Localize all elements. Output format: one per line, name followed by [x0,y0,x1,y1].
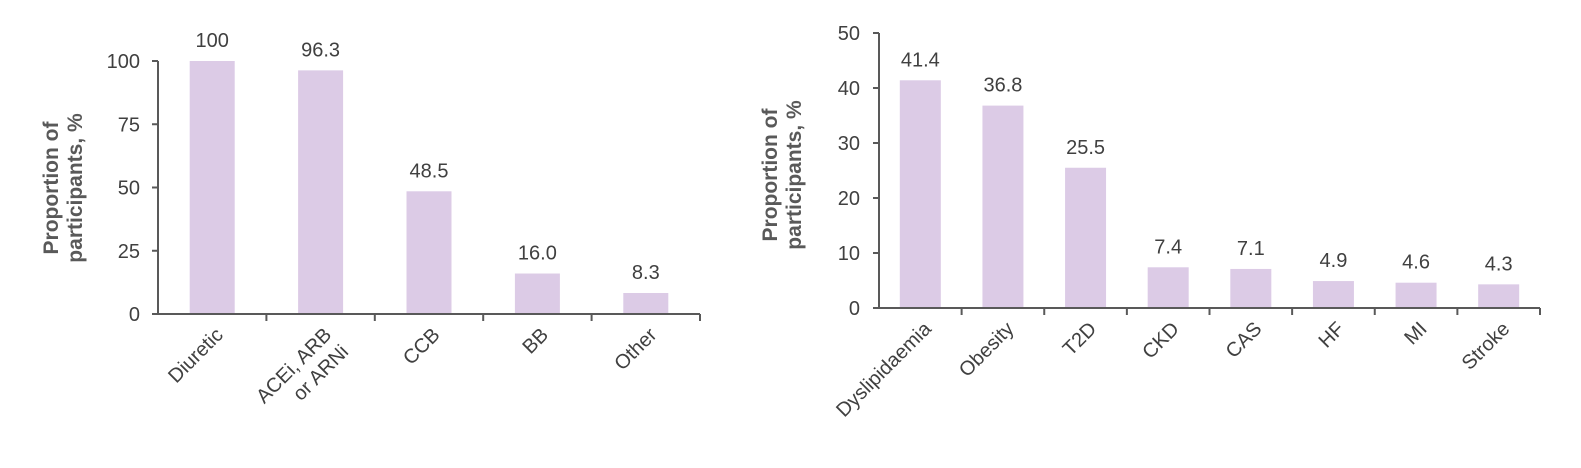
data-label: 100 [196,30,229,52]
x-tick-label: CAS [1222,318,1267,363]
x-tick-label: CKD [1138,318,1183,363]
bar [1478,284,1520,308]
y-tick-label: 30 [838,133,860,155]
y-axis-label: Proportion ofparticipants, % [759,100,806,250]
x-tick-label: T2D [1059,318,1101,360]
bar [899,80,941,308]
y-tick-label: 10 [838,243,860,265]
data-label: 7.1 [1237,238,1265,260]
y-tick-label: 25 [118,241,140,263]
x-tick-label: Diuretic [164,324,227,387]
y-tick-label: 50 [838,23,860,45]
chart-comorbidities: Proportion ofparticipants, % 41.4 36.8 25.5… [759,23,1541,422]
x-tick-label: CCB [399,324,444,369]
x-tick-label: MI [1400,318,1431,349]
y-tick-label: 50 [118,178,140,200]
data-label: 7.4 [1154,236,1182,258]
x-tick-label: BB [519,324,553,358]
x-tick-label: HF [1315,318,1349,352]
bar [189,61,235,314]
bar [298,70,344,315]
data-label: 4.6 [1402,252,1430,274]
x-tick-label: Stroke [1458,318,1514,374]
chart-antihypertensive-use: Proportion ofparticipants, % 100 96.3 48.5 1… [40,30,701,425]
bar [982,105,1024,308]
data-label: 48.5 [410,160,449,182]
bar [1065,167,1107,308]
bar [1395,282,1437,308]
bar [1147,267,1189,308]
bar [1312,281,1354,308]
y-axis-label: Proportion ofparticipants, % [40,113,87,263]
data-label: 96.3 [301,39,340,61]
x-tick-label: ACEi, ARBor ARNi [252,324,353,425]
y-tick-label: 40 [838,78,860,100]
x-tick-label: Obesity [955,318,1019,382]
x-tick-label: Dyslipidaemia [832,317,936,421]
data-label: 4.3 [1485,253,1513,275]
x-tick-label: Other [610,324,661,375]
data-label: 4.9 [1320,250,1348,272]
y-tick-label: 75 [118,114,140,136]
data-label: 36.8 [983,75,1022,97]
bar [1230,268,1272,308]
data-label: 8.3 [632,262,660,284]
data-label: 41.4 [901,49,940,71]
data-label: 16.0 [518,243,557,265]
y-tick-label: 0 [129,304,140,326]
bar [514,273,560,314]
y-tick-label: 20 [838,188,860,210]
y-tick-label: 0 [849,298,860,320]
bar [406,191,452,314]
data-label: 25.5 [1066,137,1105,159]
bar [623,293,669,314]
y-tick-label: 100 [107,51,140,73]
